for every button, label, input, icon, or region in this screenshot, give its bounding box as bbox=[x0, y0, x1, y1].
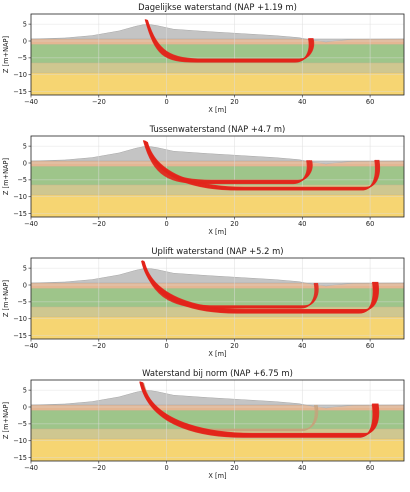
x-tick-label: 60 bbox=[366, 98, 374, 106]
slip-plane-1-10 bbox=[146, 19, 315, 60]
axes-frame bbox=[30, 135, 405, 218]
y-tick-label: 5 bbox=[23, 20, 27, 28]
x-tick-label: 40 bbox=[298, 220, 306, 228]
dike-body bbox=[31, 267, 404, 287]
chart-panel-3: −40 −20 0 20 40 60 5 0 −5 −10 −15 Uplift waterstand… bbox=[2, 246, 405, 358]
x-tick-label: 0 bbox=[165, 220, 169, 228]
y-tick-label: 5 bbox=[23, 142, 27, 150]
x-axis-label: X [m] bbox=[208, 106, 226, 114]
x-tick-label: 40 bbox=[298, 464, 306, 472]
slip-plane-2-12 bbox=[143, 261, 379, 311]
x-tick-label: −20 bbox=[92, 220, 106, 228]
x-tick-label: 60 bbox=[366, 220, 374, 228]
x-tick-label: −20 bbox=[92, 464, 106, 472]
x-tick-label: −40 bbox=[24, 220, 38, 228]
chart-title: Tussenwaterstand (NAP +4.7 m) bbox=[149, 124, 286, 134]
chart-title: Waterstand bij norm (NAP +6.75 m) bbox=[142, 368, 293, 378]
y-tick-label: −10 bbox=[13, 193, 27, 201]
x-tick-label: 20 bbox=[230, 464, 238, 472]
x-tick-label: 60 bbox=[366, 342, 374, 350]
y-tick-label: −15 bbox=[13, 332, 27, 340]
y-tick-label: 0 bbox=[23, 403, 27, 411]
soil-layer-clay bbox=[31, 282, 404, 289]
soil-layer-sand bbox=[31, 317, 404, 339]
x-tick-label: −40 bbox=[24, 342, 38, 350]
soil-layer-sand bbox=[31, 73, 404, 95]
y-tick-label: 0 bbox=[23, 159, 27, 167]
soil-layer-peat bbox=[31, 288, 404, 307]
y-axis-label: Z [m+NAP] bbox=[2, 402, 10, 439]
x-tick-label: −20 bbox=[92, 342, 106, 350]
y-axis-label: Z [m+NAP] bbox=[2, 36, 10, 73]
axes-frame bbox=[30, 13, 405, 96]
x-axis-label: X [m] bbox=[208, 350, 226, 358]
x-tick-label: 20 bbox=[230, 220, 238, 228]
dike-body bbox=[31, 145, 404, 165]
x-tick-label: 0 bbox=[165, 342, 169, 350]
x-tick-label: −40 bbox=[24, 464, 38, 472]
x-tick-label: 40 bbox=[298, 98, 306, 106]
soil-layer-clay bbox=[31, 38, 404, 45]
x-tick-label: 20 bbox=[230, 342, 238, 350]
y-tick-label: −15 bbox=[13, 454, 27, 462]
chart-title: Uplift waterstand (NAP +5.2 m) bbox=[151, 246, 283, 256]
x-axis-label: X [m] bbox=[208, 228, 226, 236]
slip-plane-2-8 bbox=[146, 141, 381, 188]
x-tick-label: 60 bbox=[366, 464, 374, 472]
y-tick-label: 5 bbox=[23, 386, 27, 394]
plot-area bbox=[31, 258, 404, 339]
axes-frame bbox=[30, 379, 405, 462]
y-tick-label: 5 bbox=[23, 264, 27, 272]
soil-layer-sand bbox=[31, 439, 404, 461]
soil-layer-sand bbox=[31, 195, 404, 217]
chart-panel-4: −40 −20 0 20 40 60 5 0 −5 −10 −15 Waterstand bij no… bbox=[2, 368, 405, 480]
x-tick-label: 20 bbox=[230, 98, 238, 106]
y-tick-label: −5 bbox=[17, 420, 27, 428]
x-tick-label: −20 bbox=[92, 98, 106, 106]
chart-title: Dagelijkse waterstand (NAP +1.19 m) bbox=[138, 2, 297, 12]
x-axis-label: X [m] bbox=[208, 472, 226, 480]
y-tick-label: 0 bbox=[23, 281, 27, 289]
x-tick-label: 0 bbox=[165, 464, 169, 472]
chart-panel-2: −40 −20 0 20 40 60 5 0 −5 −10 −15 Tussenwaterstand … bbox=[2, 124, 405, 236]
y-tick-label: −15 bbox=[13, 210, 27, 218]
y-tick-label: −10 bbox=[13, 71, 27, 79]
soil-layer-peat bbox=[31, 410, 404, 429]
y-tick-label: −10 bbox=[13, 315, 27, 323]
y-tick-label: 0 bbox=[23, 37, 27, 45]
dike-body bbox=[31, 389, 404, 409]
plot-area bbox=[31, 380, 404, 461]
x-tick-label: 40 bbox=[298, 342, 306, 350]
plot-area bbox=[31, 14, 404, 95]
plot-area bbox=[31, 136, 404, 217]
slip-plane-2-14 bbox=[142, 382, 380, 435]
y-axis-label: Z [m+NAP] bbox=[2, 280, 10, 317]
y-tick-label: −5 bbox=[17, 54, 27, 62]
y-tick-label: −15 bbox=[13, 88, 27, 96]
soil-layer-clay bbox=[31, 404, 404, 411]
y-tick-label: −5 bbox=[17, 298, 27, 306]
y-tick-label: −10 bbox=[13, 437, 27, 445]
y-axis-label: Z [m+NAP] bbox=[2, 158, 10, 195]
soil-layer-clay_lower bbox=[31, 184, 404, 196]
x-tick-label: −40 bbox=[24, 98, 38, 106]
axes-frame bbox=[30, 257, 405, 340]
chart-panel-1: −40 −20 0 20 40 60 5 0 −5 −10 −15 Dagelijkse waters… bbox=[2, 2, 405, 114]
soil-layer-clay bbox=[31, 160, 404, 167]
dike-body bbox=[31, 23, 404, 43]
x-tick-label: 0 bbox=[165, 98, 169, 106]
y-tick-label: −5 bbox=[17, 176, 27, 184]
soil-layer-clay_lower bbox=[31, 62, 404, 74]
